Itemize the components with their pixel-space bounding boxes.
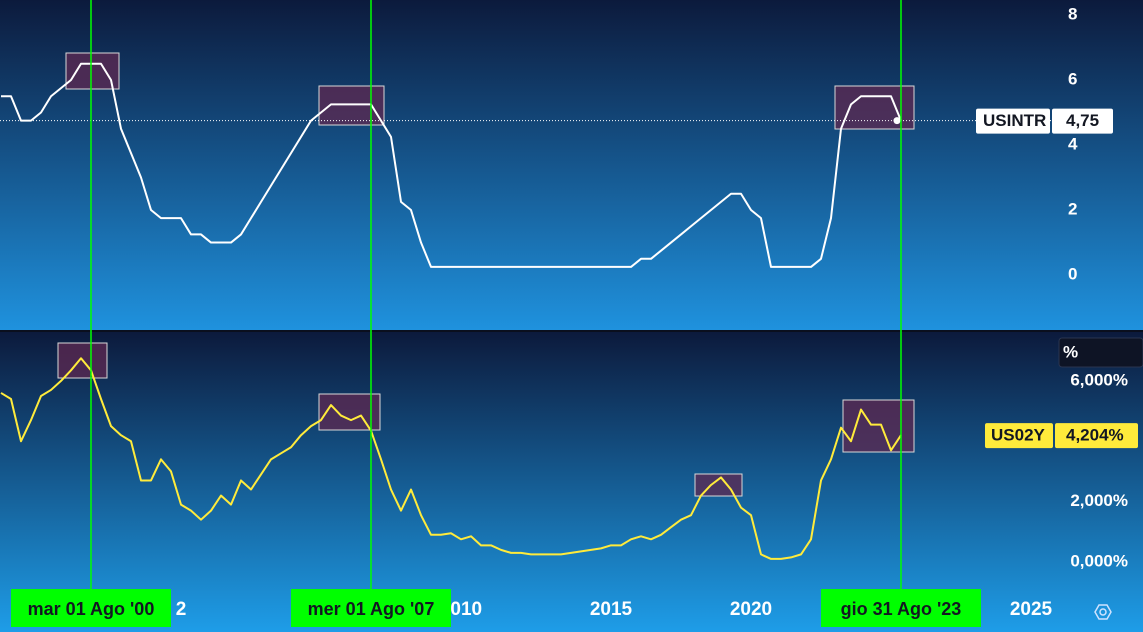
series-name: USINTR [983,111,1046,130]
pane-divider [0,330,1143,332]
last-value-label: 4,75 [1066,111,1099,130]
highlight-box [694,473,743,497]
y-tick-label: 8 [1068,4,1077,23]
series-name: US02Y [991,426,1046,445]
last-value-box [1052,108,1113,134]
x-tick-label: 2015 [590,599,633,620]
crosshair-label: mar 01 Ago '00 [28,599,155,619]
highlight-box [842,399,915,453]
series-line [1,62,902,268]
crosshair-label-box [291,589,451,627]
highlight-box [65,52,120,90]
settings-icon[interactable] [1094,604,1112,620]
y-tick-label: 6,000% [1070,370,1128,389]
settings-hexagon[interactable] [1094,604,1112,620]
y-tick-label: 0,000% [1070,551,1128,570]
x-tick-label: 2020 [730,599,772,620]
crosshair-label-box [821,589,981,627]
last-point [893,117,901,125]
settings-dot[interactable] [1099,608,1107,616]
bottom-pane [0,332,1143,632]
crosshair-label: gio 31 Ago '23 [841,599,962,619]
highlight-box [834,85,915,130]
y-tick-label: 4 [1068,134,1078,153]
unit-label: % [1063,342,1078,361]
series-name-box [976,108,1050,134]
y-tick-label: 2,000% [1070,491,1128,510]
x-tick-label: 2025 [1010,599,1053,620]
y-tick-label: 0 [1068,265,1077,284]
last-value-label: 4,204% [1066,426,1124,445]
series-line [0,357,902,560]
crosshair-label-box [11,589,171,627]
series-name-box [985,423,1053,449]
last-value-box [1055,423,1138,449]
top-pane [0,0,1143,330]
y-tick-label: 2 [1068,200,1077,219]
unit-box [1058,337,1143,368]
x-tick-label: 2 [176,599,187,620]
highlight-box [318,393,381,431]
y-tick-label: 6 [1068,69,1077,88]
crosshair-label: mer 01 Ago '07 [308,599,435,619]
